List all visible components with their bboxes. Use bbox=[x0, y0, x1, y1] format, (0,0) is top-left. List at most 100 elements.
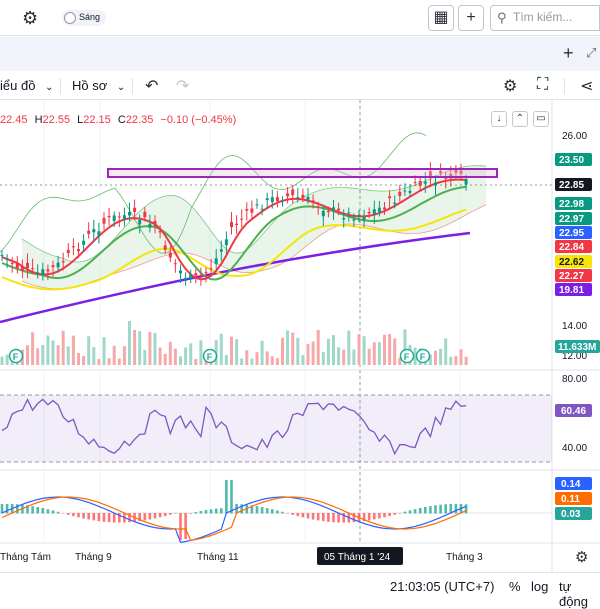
macd-histogram-bar bbox=[220, 508, 223, 514]
candle-body bbox=[20, 266, 24, 272]
redo-icon[interactable]: ↷ bbox=[176, 78, 190, 95]
collapse-icon[interactable]: ⌃ bbox=[512, 111, 528, 127]
price-badge bbox=[555, 240, 592, 253]
volume-bar bbox=[56, 345, 60, 365]
gear-icon[interactable]: ⚙ bbox=[503, 78, 518, 95]
low-value: 22.15 bbox=[83, 114, 111, 126]
volume-bar bbox=[230, 336, 233, 365]
expand-icon[interactable]: ⤢ bbox=[586, 45, 597, 60]
macd-histogram-bar bbox=[367, 513, 371, 521]
macd-histogram-bar bbox=[77, 513, 80, 518]
macd-badge-label: 0.11 bbox=[561, 494, 580, 505]
volume-bar bbox=[393, 338, 397, 365]
volume-bar bbox=[372, 342, 376, 365]
volume-bar bbox=[41, 345, 45, 365]
volume-bar bbox=[148, 331, 152, 365]
volume-bar bbox=[102, 337, 106, 365]
candle-body bbox=[459, 170, 463, 174]
volume-bar bbox=[87, 336, 91, 365]
macd-histogram-bar bbox=[61, 513, 65, 514]
add-tab-icon[interactable]: + bbox=[563, 43, 574, 63]
tab-strip: + ⤢ bbox=[0, 37, 600, 71]
volume-bar bbox=[265, 351, 269, 365]
macd-histogram-bar bbox=[260, 507, 264, 514]
macd-histogram-bar bbox=[306, 513, 310, 519]
macd-histogram-bar bbox=[265, 508, 269, 514]
percent-button[interactable]: % bbox=[509, 579, 521, 594]
volume-bar bbox=[275, 358, 279, 365]
signal-line bbox=[1, 496, 467, 541]
chart-type-label: iểu đồ bbox=[0, 78, 36, 93]
theme-toggle[interactable]: Sáng bbox=[62, 10, 106, 26]
candle-body bbox=[189, 274, 193, 279]
candle-body bbox=[230, 221, 233, 228]
macd-histogram-bar bbox=[403, 511, 407, 514]
volume-bar bbox=[179, 356, 182, 365]
volume-bar bbox=[5, 354, 9, 365]
time-tick: Tháng 3 bbox=[446, 552, 483, 563]
fullscreen-icon[interactable]: ⛶ bbox=[537, 76, 549, 93]
auto-button[interactable]: tự động bbox=[559, 579, 588, 609]
log-button[interactable]: log bbox=[531, 579, 549, 594]
macd-histogram-bar bbox=[454, 503, 458, 514]
volume-bar bbox=[158, 347, 162, 365]
candle-body bbox=[143, 211, 147, 218]
volume-bar bbox=[173, 348, 177, 365]
candle-body bbox=[393, 202, 397, 205]
candle-body bbox=[5, 258, 9, 260]
macd-histogram-bar bbox=[46, 509, 50, 514]
macd-histogram-bar bbox=[148, 513, 152, 520]
candle-body bbox=[311, 200, 315, 204]
time-axis-settings-icon: ⚙ bbox=[575, 549, 588, 566]
ohlc-legend: 22.45 H22.55 L22.15 C22.35 −0.10 (−0.45%… bbox=[0, 114, 236, 126]
add-icon[interactable]: + bbox=[458, 5, 484, 31]
candle-body bbox=[464, 179, 468, 185]
volume-bar bbox=[51, 340, 55, 365]
macd-histogram-bar bbox=[362, 513, 366, 522]
share-icon[interactable]: ⋖ bbox=[580, 78, 594, 95]
search-input[interactable] bbox=[513, 10, 599, 24]
candle-body bbox=[148, 223, 152, 228]
volume-bar bbox=[107, 358, 111, 365]
macd-histogram-bar bbox=[5, 503, 9, 514]
grid-layout-icon[interactable]: ▦ bbox=[428, 5, 454, 31]
macd-histogram-bar bbox=[413, 509, 417, 514]
candle-body bbox=[117, 216, 121, 218]
volume-bar bbox=[367, 348, 371, 365]
settings-icon[interactable]: ⚙ bbox=[22, 8, 39, 28]
close-label: C bbox=[117, 114, 126, 126]
maximize-pane-icon[interactable]: ▭ bbox=[533, 111, 549, 127]
rsi-badge bbox=[555, 404, 592, 417]
change-value: −0.10 (−0.45%) bbox=[160, 114, 237, 126]
macd-histogram-bar bbox=[204, 510, 208, 514]
macd-histogram-bar bbox=[56, 511, 60, 514]
chart-type-button[interactable]: iểu đồ ⌄ bbox=[0, 78, 53, 93]
candle-body bbox=[56, 262, 60, 268]
candle-body bbox=[92, 229, 96, 233]
chevron-down-icon: ⌄ bbox=[45, 82, 54, 93]
volume-bar bbox=[153, 332, 157, 365]
volume-bar bbox=[337, 347, 341, 365]
candle-body bbox=[87, 230, 91, 234]
candle-body bbox=[107, 215, 111, 218]
search-box[interactable]: ⚲ bbox=[490, 5, 600, 31]
volume-bar bbox=[189, 343, 193, 365]
candle-body bbox=[367, 212, 371, 214]
undo-icon[interactable]: ↶ bbox=[145, 78, 159, 95]
macd-histogram-bar bbox=[184, 513, 187, 539]
macd-badge bbox=[555, 507, 592, 520]
candle-body bbox=[383, 207, 386, 210]
volume-badge-label: 11.633M bbox=[558, 342, 596, 353]
scroll-down-icon[interactable]: ↓ bbox=[491, 111, 507, 127]
macd-histogram-bar bbox=[107, 513, 111, 523]
candle-body bbox=[286, 193, 290, 197]
theme-toggle-label: Sáng bbox=[79, 12, 101, 22]
macd-histogram-bar bbox=[82, 513, 85, 519]
template-button[interactable]: Hồ sơ ⌄ bbox=[72, 78, 125, 93]
volume-bar bbox=[398, 357, 402, 365]
macd-histogram-bar bbox=[174, 512, 177, 514]
volume-bar bbox=[46, 335, 50, 365]
candle-body bbox=[0, 254, 4, 256]
macd-histogram-bar bbox=[143, 513, 147, 521]
